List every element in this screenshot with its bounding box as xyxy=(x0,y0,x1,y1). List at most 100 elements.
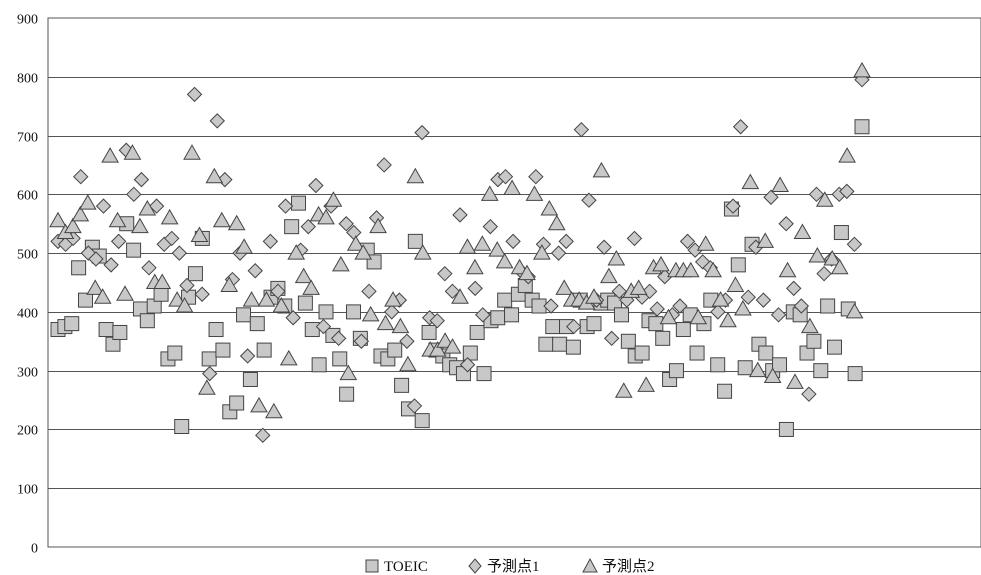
point-yosoku1 xyxy=(308,177,324,194)
point-yosoku1 xyxy=(361,283,377,300)
point-toeic xyxy=(552,336,568,352)
point-yosoku2 xyxy=(592,161,611,178)
point-toeic xyxy=(854,119,870,135)
point-yosoku2 xyxy=(786,373,804,389)
point-toeic xyxy=(462,345,478,361)
y-tick-label: 700 xyxy=(17,131,38,146)
point-yosoku2 xyxy=(71,205,90,222)
point-yosoku2 xyxy=(614,382,633,398)
point-yosoku2 xyxy=(399,355,417,372)
y-tick-label: 800 xyxy=(17,72,38,87)
point-yosoku2 xyxy=(466,258,484,275)
point-yosoku2 xyxy=(198,379,216,395)
point-yosoku2 xyxy=(823,249,842,266)
point-yosoku2 xyxy=(689,308,708,325)
point-yosoku2 xyxy=(250,396,268,413)
y-tick-label: 200 xyxy=(17,424,38,439)
point-yosoku2 xyxy=(451,288,469,304)
point-yosoku2 xyxy=(793,223,812,240)
point-yosoku1 xyxy=(672,298,688,314)
point-toeic xyxy=(153,286,169,302)
point-yosoku1 xyxy=(710,304,726,320)
point-yosoku2 xyxy=(272,297,291,313)
point-yosoku1 xyxy=(808,186,825,203)
point-yosoku1 xyxy=(740,289,756,305)
point-toeic xyxy=(469,324,485,340)
point-yosoku1 xyxy=(255,427,271,444)
point-yosoku1 xyxy=(475,307,491,323)
point-yosoku1 xyxy=(399,333,415,349)
point-yosoku1 xyxy=(414,124,430,141)
point-toeic xyxy=(497,292,513,308)
point-yosoku2 xyxy=(830,258,849,275)
point-yosoku2 xyxy=(101,147,119,163)
point-yosoku2 xyxy=(443,338,462,354)
point-yosoku2 xyxy=(86,279,105,295)
legend-marker-yosoku1 xyxy=(468,558,482,574)
point-yosoku2 xyxy=(659,308,678,325)
point-yosoku1 xyxy=(201,365,218,382)
point-yosoku2 xyxy=(391,317,410,334)
point-toeic xyxy=(634,345,650,361)
point-yosoku2 xyxy=(302,279,320,295)
point-toeic xyxy=(71,260,87,276)
point-yosoku2 xyxy=(428,341,447,357)
point-yosoku1 xyxy=(467,280,483,297)
point-yosoku2 xyxy=(547,214,566,231)
point-yosoku2 xyxy=(406,167,425,184)
point-toeic xyxy=(339,386,355,402)
point-yosoku1 xyxy=(179,277,195,294)
point-yosoku2 xyxy=(771,176,789,193)
point-yosoku2 xyxy=(265,402,283,419)
point-yosoku1 xyxy=(626,230,643,247)
point-toeic xyxy=(229,395,245,411)
point-yosoku2 xyxy=(413,244,432,260)
point-yosoku2 xyxy=(853,61,871,78)
point-yosoku2 xyxy=(763,367,782,384)
point-yosoku2 xyxy=(600,267,618,284)
point-yosoku1 xyxy=(596,239,612,255)
point-toeic xyxy=(710,357,726,373)
point-yosoku2 xyxy=(49,211,67,228)
point-toeic xyxy=(236,307,252,323)
point-yosoku1 xyxy=(148,198,165,214)
point-yosoku1 xyxy=(277,198,294,214)
point-toeic xyxy=(256,342,272,358)
y-tick-label: 500 xyxy=(17,248,38,263)
point-toeic xyxy=(291,195,307,211)
point-yosoku1 xyxy=(603,330,620,347)
point-yosoku2 xyxy=(629,279,648,295)
point-toeic xyxy=(304,322,320,338)
point-yosoku2 xyxy=(131,217,149,234)
point-yosoku1 xyxy=(247,263,263,279)
point-toeic xyxy=(586,316,602,332)
point-yosoku1 xyxy=(611,283,627,300)
point-toeic xyxy=(476,366,492,382)
point-toeic xyxy=(655,330,671,346)
point-toeic xyxy=(139,313,155,329)
point-yosoku2 xyxy=(294,267,313,284)
point-yosoku1 xyxy=(459,357,476,373)
point-toeic xyxy=(833,225,849,241)
point-yosoku1 xyxy=(482,218,499,235)
point-yosoku1 xyxy=(95,198,112,214)
point-yosoku2 xyxy=(317,208,335,225)
point-yosoku2 xyxy=(748,361,767,378)
point-toeic xyxy=(490,310,506,326)
point-yosoku2 xyxy=(510,258,529,275)
y-tick-label: 100 xyxy=(17,483,38,498)
point-yosoku2 xyxy=(212,211,231,228)
point-yosoku1 xyxy=(315,318,332,335)
point-yosoku2 xyxy=(257,291,276,307)
point-yosoku1 xyxy=(755,292,772,308)
point-yosoku1 xyxy=(285,310,301,326)
point-toeic xyxy=(112,324,128,340)
legend-label-yosoku2: 予測点2 xyxy=(602,558,655,575)
point-yosoku1 xyxy=(566,318,582,335)
point-yosoku1 xyxy=(270,283,286,300)
point-yosoku1 xyxy=(406,398,423,414)
point-yosoku1 xyxy=(816,265,832,282)
legend-label-yosoku1: 予測点1 xyxy=(487,558,540,575)
y-tick-label: 900 xyxy=(17,13,38,28)
point-toeic xyxy=(201,351,217,367)
